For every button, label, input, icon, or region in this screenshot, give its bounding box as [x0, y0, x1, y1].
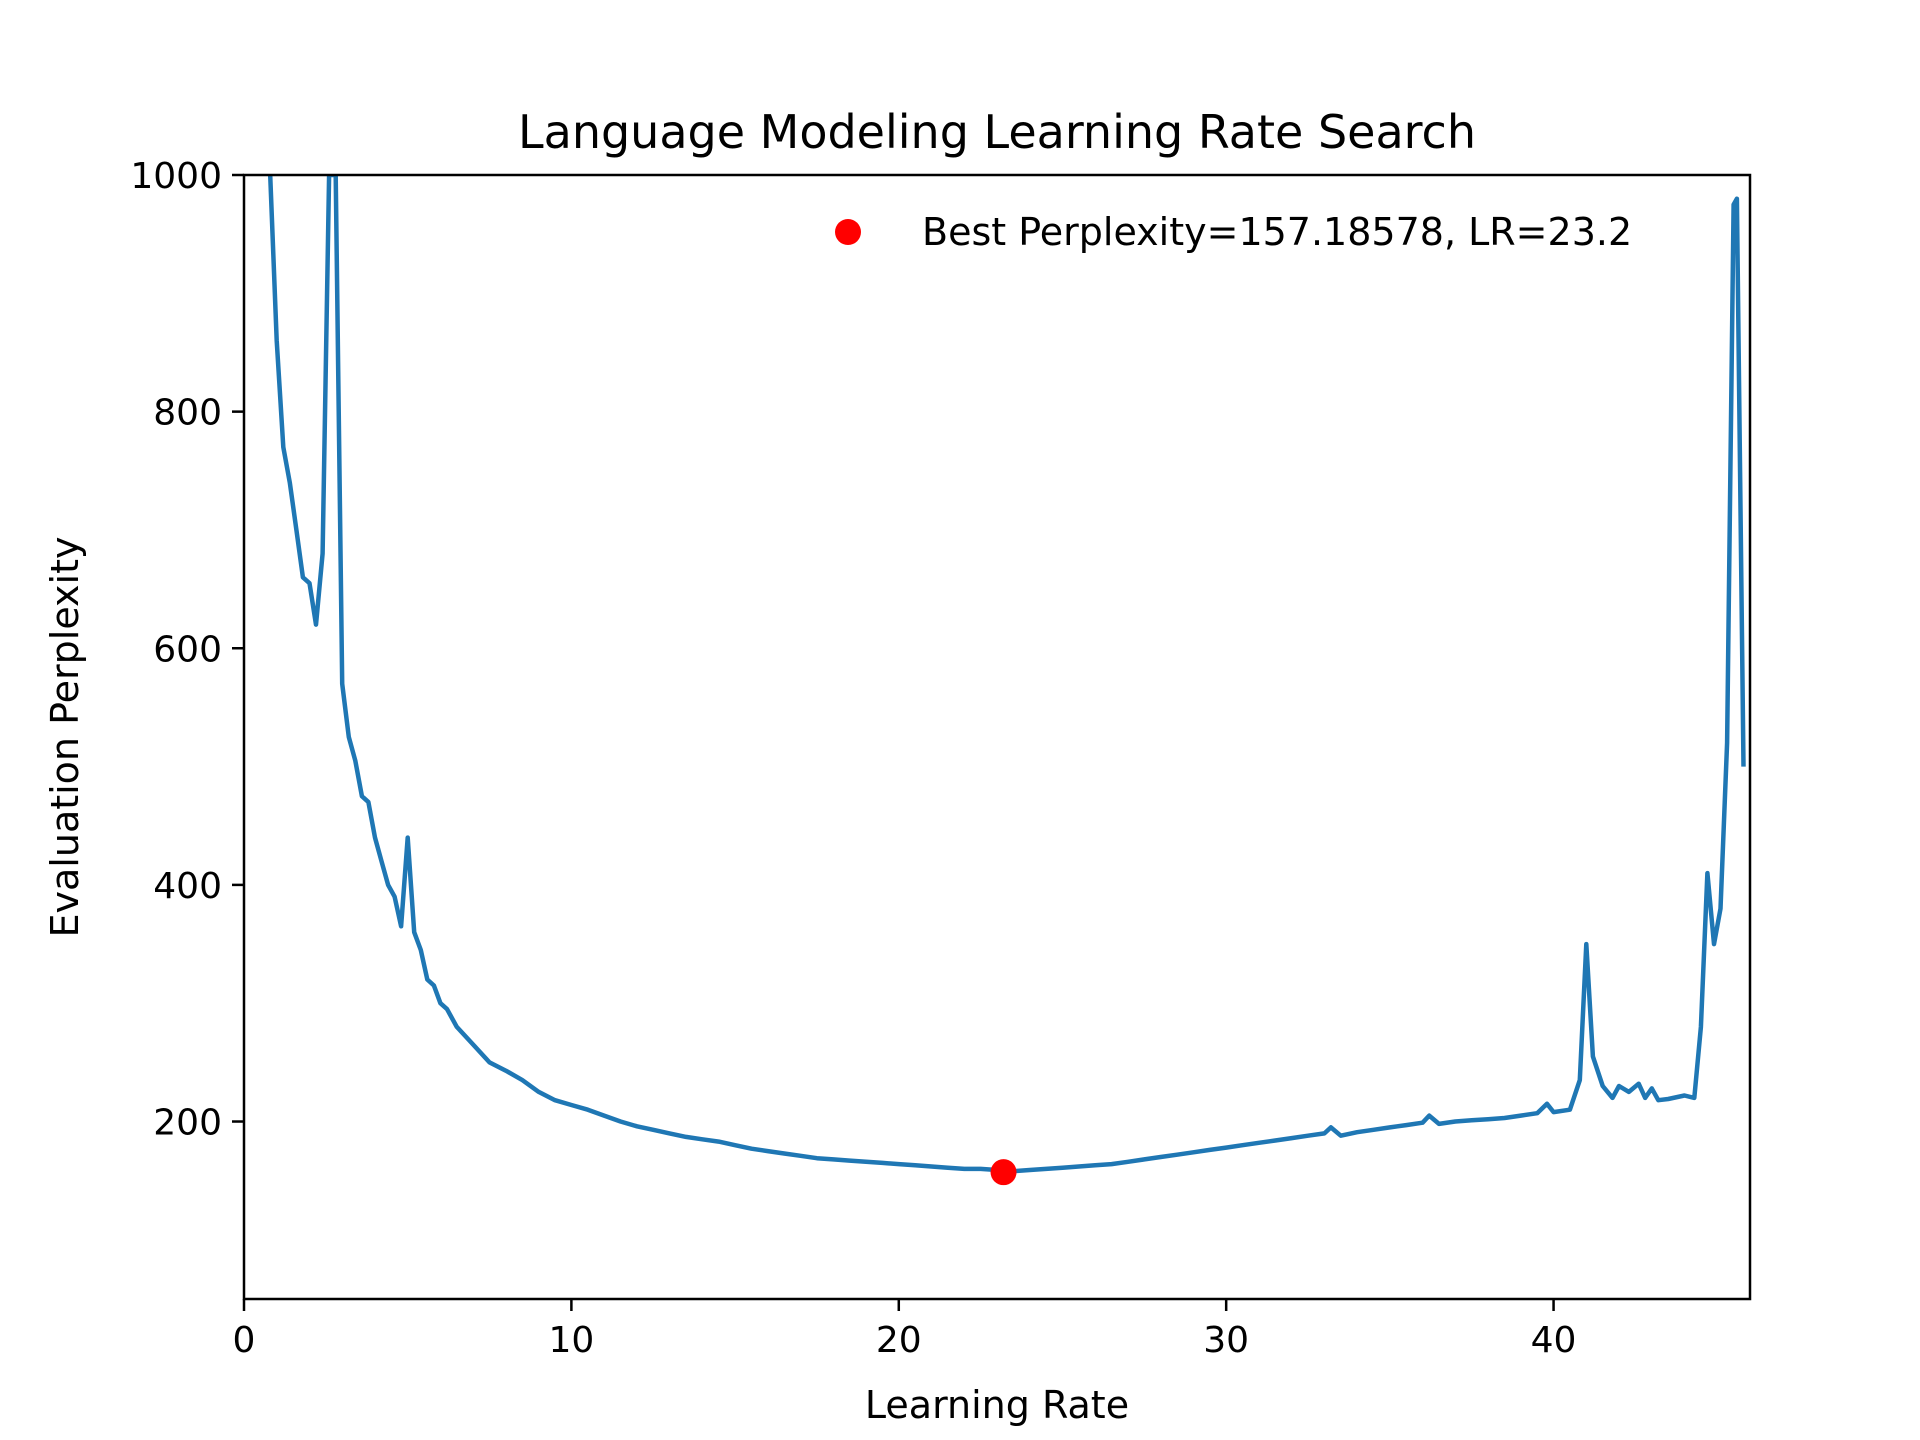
plot-area: [267, 175, 1746, 1186]
y-tick-label: 400: [153, 866, 222, 907]
x-tick-label: 20: [876, 1320, 922, 1361]
y-tick-label: 800: [153, 393, 222, 434]
y-axis-label: Evaluation Perplexity: [43, 537, 87, 938]
x-axis-ticks: 0 10 20 30 40: [233, 1299, 1577, 1361]
y-axis-ticks: 200 400 600 800 1000: [130, 156, 244, 1144]
plot-frame: [242, 173, 1752, 1301]
y-tick-label: 1000: [130, 156, 222, 197]
x-axis-label: Learning Rate: [865, 1383, 1129, 1427]
x-tick-label: 0: [233, 1320, 256, 1361]
x-tick-label: 40: [1531, 1320, 1577, 1361]
chart-title: Language Modeling Learning Rate Search: [518, 105, 1476, 159]
y-tick-label: 600: [153, 629, 222, 670]
legend-label: Best Perplexity=157.18578, LR=23.2: [922, 210, 1632, 254]
best-point-marker: [990, 1159, 1017, 1186]
legend-marker: [835, 219, 861, 245]
y-tick-label: 200: [153, 1103, 222, 1144]
legend: Best Perplexity=157.18578, LR=23.2: [835, 210, 1632, 254]
x-tick-label: 10: [548, 1320, 594, 1361]
x-tick-label: 30: [1203, 1320, 1249, 1361]
